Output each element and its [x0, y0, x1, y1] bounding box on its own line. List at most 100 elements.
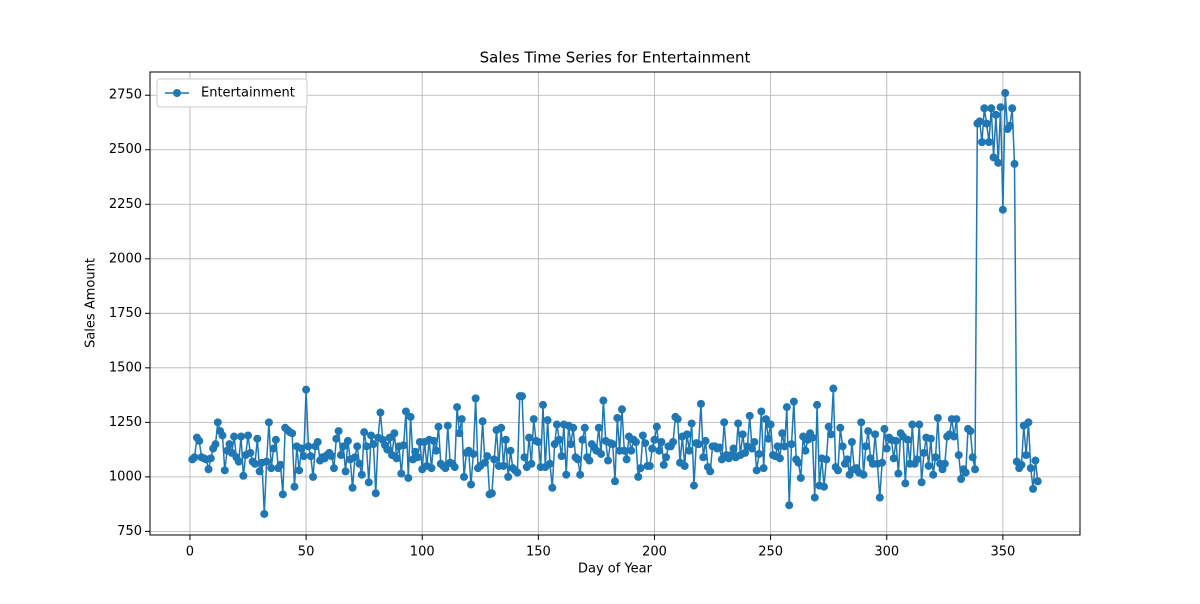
data-point	[1010, 159, 1019, 168]
data-point	[460, 472, 469, 481]
data-point	[453, 403, 462, 412]
data-point	[585, 456, 594, 465]
data-point	[838, 442, 847, 451]
x-tick-label: 300	[874, 545, 899, 560]
data-point	[706, 467, 715, 476]
data-point	[745, 411, 754, 420]
data-point	[483, 452, 492, 461]
data-point	[912, 455, 921, 464]
data-point	[748, 444, 757, 453]
data-point	[450, 463, 459, 472]
data-point	[1008, 104, 1017, 113]
data-point	[336, 451, 345, 460]
data-point	[513, 468, 522, 477]
data-point	[504, 472, 513, 481]
data-point	[689, 481, 698, 490]
data-point	[620, 446, 629, 455]
plot-frame	[149, 71, 1081, 536]
data-point	[299, 452, 308, 461]
data-point	[392, 454, 401, 463]
data-point	[757, 407, 766, 416]
data-point	[847, 437, 856, 446]
data-point	[764, 434, 773, 443]
data-point	[548, 483, 557, 492]
data-point	[1029, 484, 1038, 493]
data-point	[313, 437, 322, 446]
data-point	[529, 415, 538, 424]
data-point	[432, 446, 441, 455]
data-point	[882, 444, 891, 453]
data-point	[244, 431, 253, 440]
data-point	[578, 435, 587, 444]
data-point	[204, 465, 213, 474]
data-point	[631, 437, 640, 446]
data-point	[845, 470, 854, 479]
data-point	[597, 449, 606, 458]
data-point	[801, 446, 810, 455]
data-point	[520, 453, 529, 462]
data-point	[230, 432, 239, 441]
data-point	[253, 434, 262, 443]
data-point	[659, 460, 668, 469]
y-tick-label: 1250	[109, 415, 142, 430]
data-point	[673, 415, 682, 424]
data-point	[1024, 418, 1033, 427]
data-point	[306, 452, 315, 461]
data-point	[1017, 460, 1026, 469]
data-point	[761, 415, 770, 424]
data-point	[917, 478, 926, 487]
data-point	[545, 459, 554, 468]
data-point	[239, 471, 248, 480]
data-point	[994, 158, 1003, 167]
legend-label: Entertainment	[201, 86, 295, 101]
data-point	[350, 453, 359, 462]
data-point	[501, 435, 510, 444]
data-point	[466, 480, 475, 489]
data-point	[443, 421, 452, 430]
data-point	[608, 440, 617, 449]
data-point	[434, 422, 443, 431]
data-point	[569, 423, 578, 432]
data-point	[1001, 89, 1010, 98]
legend-box	[156, 78, 308, 108]
data-point	[295, 466, 304, 475]
data-point	[657, 437, 666, 446]
data-point	[998, 205, 1007, 214]
data-point	[903, 435, 912, 444]
data-point	[455, 429, 464, 438]
data-point	[404, 473, 413, 482]
data-point	[773, 442, 782, 451]
data-point	[260, 509, 269, 518]
data-point	[829, 384, 838, 393]
data-point	[1033, 477, 1042, 486]
data-point	[278, 490, 287, 499]
data-point	[218, 431, 227, 440]
data-point	[901, 479, 910, 488]
data-point	[720, 418, 729, 427]
data-point	[264, 418, 273, 427]
data-point	[552, 420, 561, 429]
data-point	[991, 110, 1000, 119]
data-point	[225, 440, 234, 449]
x-tick-label: 50	[298, 545, 315, 560]
data-point	[871, 430, 880, 439]
data-point	[699, 453, 708, 462]
data-point	[397, 469, 406, 478]
data-point	[369, 440, 378, 449]
data-point	[271, 435, 280, 444]
data-point	[557, 452, 566, 461]
data-point	[413, 453, 422, 462]
data-point	[778, 429, 787, 438]
data-point	[604, 456, 613, 465]
data-point	[750, 437, 759, 446]
data-point	[341, 467, 350, 476]
data-point	[859, 470, 868, 479]
data-point	[250, 459, 259, 468]
x-tick-label: 200	[642, 545, 667, 560]
data-point	[190, 453, 199, 462]
data-point	[984, 138, 993, 147]
data-point	[892, 436, 901, 445]
data-point	[989, 153, 998, 162]
data-point	[357, 470, 366, 479]
data-point	[641, 439, 650, 448]
